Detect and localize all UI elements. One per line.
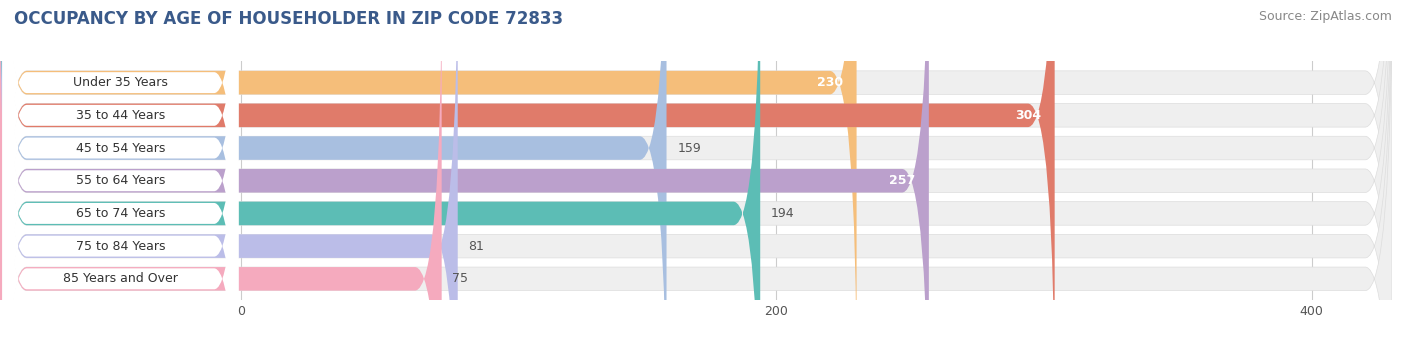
Text: 230: 230 — [817, 76, 844, 89]
Text: OCCUPANCY BY AGE OF HOUSEHOLDER IN ZIP CODE 72833: OCCUPANCY BY AGE OF HOUSEHOLDER IN ZIP C… — [14, 10, 564, 28]
FancyBboxPatch shape — [0, 0, 441, 341]
Text: 35 to 44 Years: 35 to 44 Years — [76, 109, 165, 122]
FancyBboxPatch shape — [3, 0, 238, 341]
FancyBboxPatch shape — [0, 0, 1054, 341]
Text: 55 to 64 Years: 55 to 64 Years — [76, 174, 165, 187]
Text: Source: ZipAtlas.com: Source: ZipAtlas.com — [1258, 10, 1392, 23]
FancyBboxPatch shape — [0, 0, 856, 341]
FancyBboxPatch shape — [3, 0, 238, 341]
FancyBboxPatch shape — [3, 0, 238, 341]
Text: 75 to 84 Years: 75 to 84 Years — [76, 240, 166, 253]
FancyBboxPatch shape — [3, 0, 238, 341]
Text: 81: 81 — [468, 240, 484, 253]
FancyBboxPatch shape — [0, 0, 458, 341]
FancyBboxPatch shape — [0, 0, 761, 341]
Text: 85 Years and Over: 85 Years and Over — [63, 272, 179, 285]
Text: 257: 257 — [889, 174, 915, 187]
Text: 194: 194 — [770, 207, 794, 220]
Text: 45 to 54 Years: 45 to 54 Years — [76, 142, 165, 154]
Text: 65 to 74 Years: 65 to 74 Years — [76, 207, 165, 220]
FancyBboxPatch shape — [3, 0, 238, 341]
FancyBboxPatch shape — [0, 0, 666, 341]
FancyBboxPatch shape — [3, 0, 238, 341]
FancyBboxPatch shape — [0, 0, 929, 341]
Text: 304: 304 — [1015, 109, 1042, 122]
Text: 75: 75 — [453, 272, 468, 285]
Text: Under 35 Years: Under 35 Years — [73, 76, 167, 89]
FancyBboxPatch shape — [3, 0, 238, 341]
Text: 159: 159 — [678, 142, 702, 154]
